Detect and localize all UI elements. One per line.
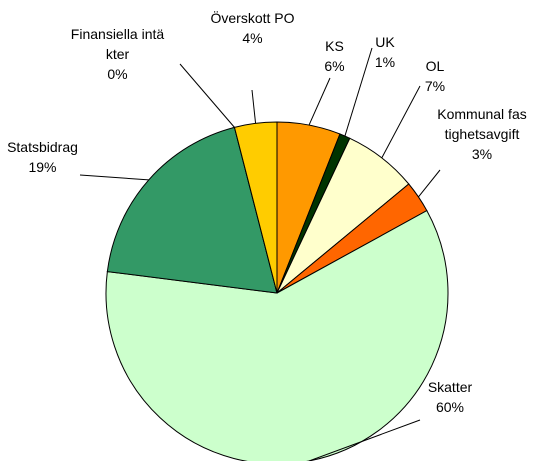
- slice-value: 7%: [424, 78, 446, 94]
- slice-name: Skatter: [427, 379, 473, 395]
- slice-value: 60%: [435, 399, 465, 415]
- slice-name: KS: [325, 38, 344, 54]
- slice-value: 3%: [471, 146, 493, 162]
- slice-name: OL: [425, 58, 445, 74]
- slice-value: 4%: [242, 30, 263, 46]
- leader-line: [381, 85, 421, 159]
- pie-slice: [106, 126, 278, 294]
- leader-line: [418, 169, 441, 198]
- leader-line: [79, 174, 149, 181]
- slice-label: UK 1%: [368, 32, 402, 72]
- leader-line: [308, 419, 421, 461]
- slice-label: Statsbidrag 19%: [5, 137, 80, 177]
- slice-value: 19%: [28, 159, 57, 175]
- slice-name: Överskott PO: [210, 10, 295, 26]
- slice-label: Kommunal fastighetsavgift 3%: [437, 104, 527, 164]
- slice-label: OL 7%: [415, 56, 455, 96]
- slice-name: Finansiella intäkter: [70, 26, 165, 62]
- slice-label: Överskott PO 4%: [205, 8, 300, 48]
- leader-line: [308, 77, 331, 126]
- slice-name: Statsbidrag: [7, 139, 78, 155]
- slice-value: 1%: [374, 54, 396, 70]
- leader-line: [251, 89, 257, 124]
- slice-value: 0%: [107, 66, 128, 82]
- slice-label: Skatter 60%: [405, 377, 495, 417]
- leader-line: [179, 63, 235, 128]
- slice-name: UK: [375, 34, 395, 50]
- slice-label: KS 6%: [312, 36, 357, 76]
- leader-line: [344, 47, 373, 137]
- slice-label: Finansiella intäkter 0%: [70, 24, 165, 84]
- slice-name: Kommunal fastighetsavgift: [437, 106, 527, 142]
- slice-value: 6%: [324, 58, 345, 74]
